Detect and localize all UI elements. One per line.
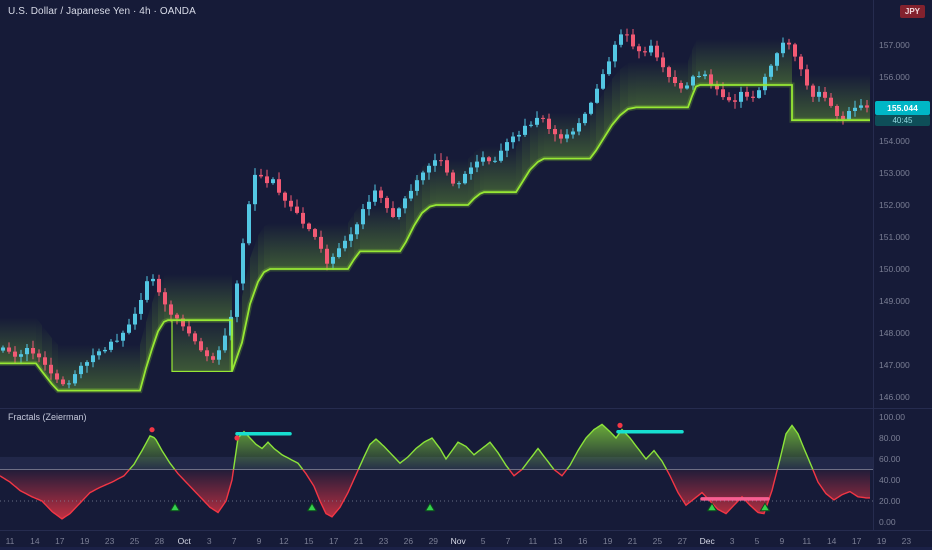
time-axis-label: 23 <box>901 536 912 546</box>
time-axis-label: 14 <box>826 536 837 546</box>
time-axis-label: 11 <box>5 536 15 546</box>
time-axis-label: 29 <box>428 536 439 546</box>
time-axis-label: 28 <box>154 536 165 546</box>
time-axis-label: Oct <box>177 536 191 546</box>
panel-separator[interactable] <box>0 408 932 409</box>
price-axis-label: 149.000 <box>879 296 910 306</box>
time-axis-label: 14 <box>30 536 40 546</box>
timescale-separator <box>0 530 932 531</box>
time-axis-label: 7 <box>231 536 237 546</box>
pricescale-separator <box>873 0 874 530</box>
time-axis-label: 21 <box>353 536 364 546</box>
fractal-trough-marker <box>706 502 718 512</box>
time-axis-label: 21 <box>627 536 638 546</box>
symbol-title[interactable]: U.S. Dollar / Japanese Yen · 4h · OANDA <box>8 6 196 17</box>
price-axis-label: 148.000 <box>879 328 910 338</box>
price-axis-label: 156.000 <box>879 72 910 82</box>
indicator-axis-label: 40.00 <box>879 475 901 485</box>
indicator-axis-label: 80.00 <box>879 433 901 443</box>
fractal-trough-marker <box>306 502 318 512</box>
candles-layer <box>1 28 869 389</box>
oscillator-bear-area <box>0 469 870 519</box>
fractal-peak-marker <box>234 435 240 441</box>
price-axis-label: 147.000 <box>879 360 910 370</box>
indicator-axis-label: 100.00 <box>879 412 905 422</box>
time-axis-label: 5 <box>480 536 486 546</box>
time-axis-label: 9 <box>256 536 262 546</box>
main-chart-panel[interactable] <box>0 28 870 394</box>
fractal-trough-marker <box>424 502 436 512</box>
indicator-axis-label: 20.00 <box>879 496 901 506</box>
time-axis-label: 12 <box>279 536 289 546</box>
oscillator-curve-bear <box>0 469 870 520</box>
price-axis-label: 152.000 <box>879 200 910 210</box>
bottom-scrollbar[interactable] <box>0 547 932 550</box>
currency-badge[interactable]: JPY <box>899 5 925 18</box>
fractal-trough-marker <box>759 502 771 512</box>
trail-glow-layer <box>0 39 870 391</box>
price-axis-label: 150.000 <box>879 264 910 274</box>
time-axis-label: 9 <box>779 536 785 546</box>
indicator-label[interactable]: Fractals (Zeierman) <box>8 412 87 422</box>
price-axis-label: 153.000 <box>879 168 910 178</box>
time-axis-label: 19 <box>876 536 887 546</box>
time-axis-label: 3 <box>729 536 735 546</box>
time-axis-label: 19 <box>602 536 613 546</box>
time-axis-label: 11 <box>802 536 812 546</box>
oscillator-bull-area <box>0 424 870 470</box>
time-axis-label: 23 <box>378 536 389 546</box>
price-axis-label: 151.000 <box>879 232 910 242</box>
time-axis-label: 17 <box>55 536 65 546</box>
indicator-axis-label: 0.00 <box>879 517 896 527</box>
time-axis-label: 17 <box>851 536 862 546</box>
time-axis-label: 25 <box>652 536 663 546</box>
time-axis-label: 27 <box>677 536 688 546</box>
time-axis-label: Nov <box>450 536 466 546</box>
fractal-peak-marker <box>617 422 623 428</box>
time-axis-label: 25 <box>129 536 140 546</box>
time-axis-label: 19 <box>79 536 90 546</box>
oscillator-curve-bull <box>128 423 814 470</box>
bar-countdown: 40:45 <box>875 114 930 126</box>
time-axis-label: 23 <box>104 536 115 546</box>
price-axis-label: 146.000 <box>879 392 910 402</box>
time-axis-label: 11 <box>528 536 538 546</box>
price-axis-label: 154.000 <box>879 136 910 146</box>
fractal-trough-marker <box>169 502 181 512</box>
time-axis-label: 13 <box>553 536 563 546</box>
time-axis-label: 5 <box>754 536 760 546</box>
time-axis-label: 3 <box>206 536 212 546</box>
trail-stop-line <box>0 84 870 392</box>
fractal-peak-marker <box>149 427 155 433</box>
oscillator-panel[interactable] <box>0 422 874 520</box>
time-axis-label: 16 <box>577 536 588 546</box>
last-price-badge: 155.044 <box>875 100 930 115</box>
time-axis-label: 26 <box>403 536 414 546</box>
indicator-axis-label: 60.00 <box>879 454 901 464</box>
price-axis-label: 157.000 <box>879 40 910 50</box>
time-axis-label: 15 <box>304 536 314 546</box>
time-axis-label: 17 <box>328 536 339 546</box>
time-axis-label: 7 <box>505 536 511 546</box>
time-axis-label: Dec <box>699 536 715 546</box>
